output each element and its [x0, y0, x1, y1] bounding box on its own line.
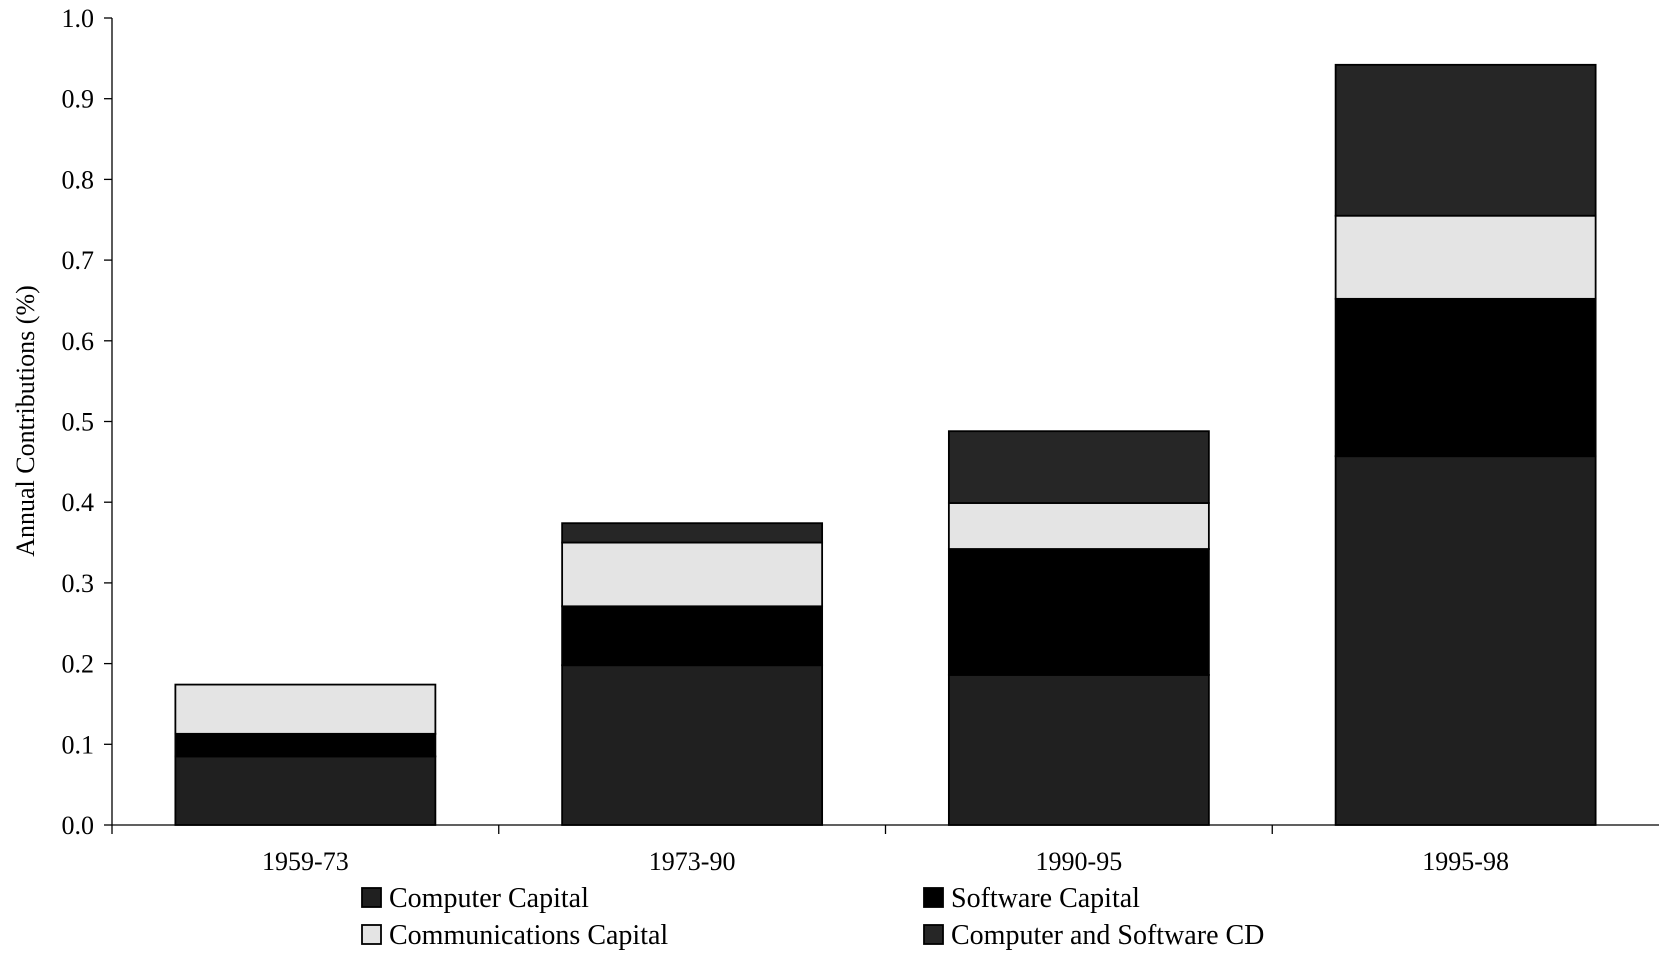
legend-label: Computer and Software CD: [951, 920, 1264, 951]
y-tick-label: 0.2: [62, 650, 95, 679]
y-axis-title: Annual Contributions (%): [11, 285, 40, 557]
plot-area: 0.0 0.1 0.2 0.3 0.4 0.5 0.6 0.7 0.8 0.9 1.0 1959-73…: [62, 4, 1659, 876]
bar-segment-2-3: [947, 548, 1210, 676]
y-tick-label: 0.6: [62, 327, 95, 356]
bar-segment-2-2: [561, 605, 824, 667]
bar-segment-1-4: [1334, 455, 1597, 826]
legend-item: Communications Capital: [361, 920, 668, 951]
y-tick-label: 0.3: [62, 569, 95, 598]
legend-swatch: [923, 887, 944, 908]
y-tick-label: 0.1: [62, 730, 95, 759]
legend-item: Computer Capital: [361, 883, 589, 914]
legend-label: Software Capital: [951, 883, 1140, 914]
bar-segment-4-2: [561, 522, 824, 544]
y-tick-label: 0.0: [62, 811, 95, 840]
legend-swatch: [361, 887, 382, 908]
y-tick-label: 0.7: [62, 246, 95, 275]
bar-segment-2-1: [174, 732, 437, 758]
bar-segment-3-4: [1334, 214, 1597, 300]
bar-segment-3-1: [174, 683, 437, 735]
x-tick-label: 1973-90: [649, 847, 736, 876]
legend-label: Computer Capital: [389, 883, 589, 914]
legend-item: Computer and Software CD: [923, 920, 1264, 951]
bar-segment-4-4: [1334, 63, 1597, 217]
x-tick-label: 1990-95: [1036, 847, 1123, 876]
x-tick-label: 1959-73: [262, 847, 349, 876]
y-tick-label: 0.5: [62, 408, 95, 437]
legend: Computer Capital Software Capital Communic…: [361, 883, 1264, 951]
bar-segment-1-1: [174, 755, 437, 826]
legend-swatch: [361, 924, 382, 945]
bar-segment-3-2: [561, 541, 824, 608]
bar-segment-1-3: [947, 673, 1210, 826]
bar-segment-2-4: [1334, 297, 1597, 458]
y-tick-label: 0.4: [62, 488, 95, 517]
y-tick-label: 0.8: [62, 165, 95, 194]
legend-label: Communications Capital: [389, 920, 668, 951]
x-tick-label: 1995-98: [1422, 847, 1509, 876]
legend-swatch: [923, 924, 944, 945]
bar-segment-3-3: [947, 502, 1210, 550]
y-tick-label: 1.0: [62, 4, 95, 33]
bar-segment-1-2: [561, 664, 824, 826]
bar-segment-4-3: [947, 430, 1210, 504]
y-tick-label: 0.9: [62, 85, 95, 114]
legend-item: Software Capital: [923, 883, 1140, 914]
